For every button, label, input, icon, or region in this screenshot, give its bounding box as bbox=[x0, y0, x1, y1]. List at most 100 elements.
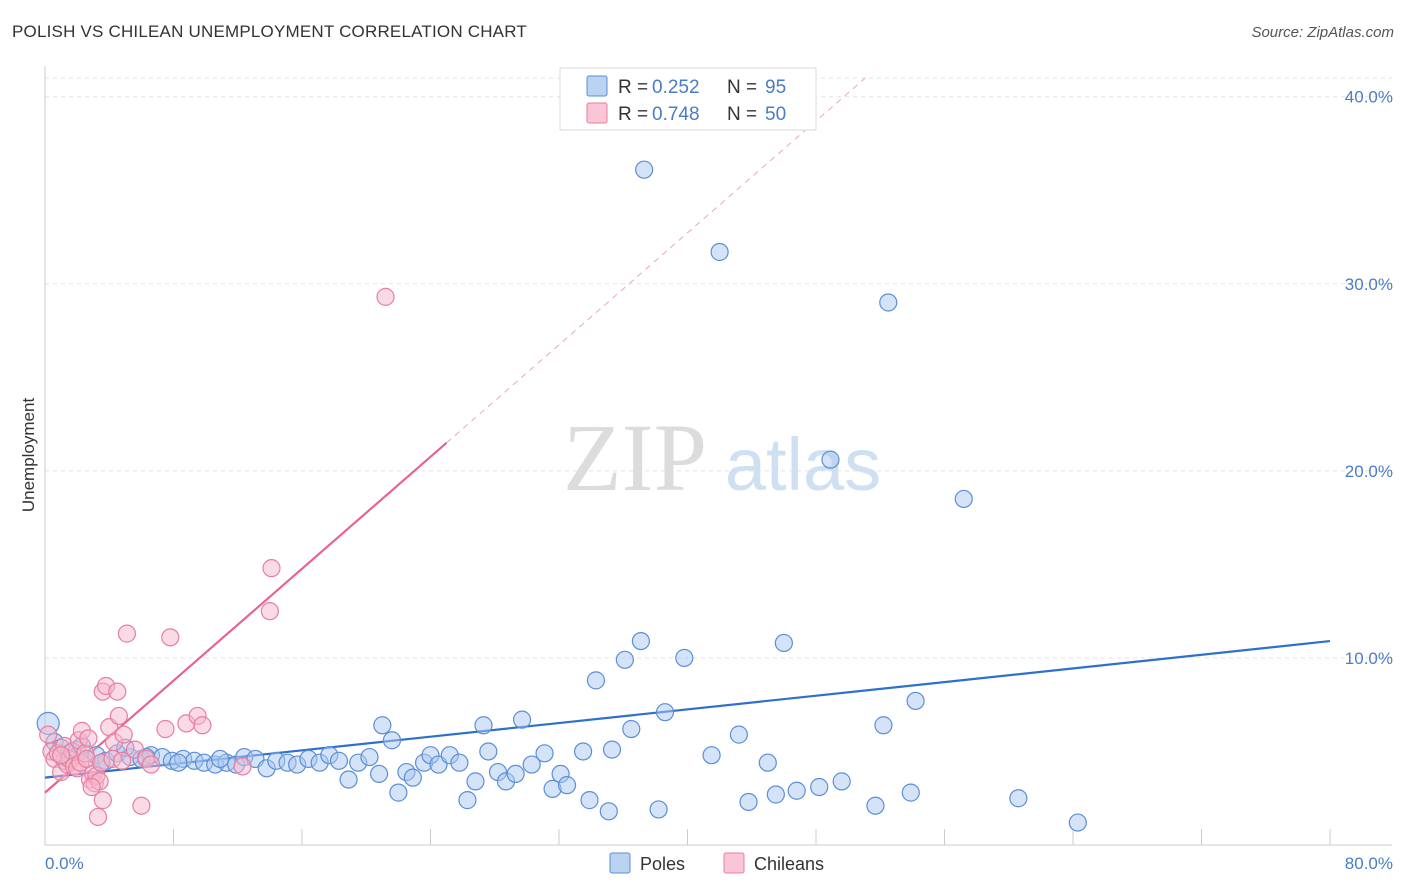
y-tick-labels: 10.0% 20.0% 30.0% 40.0% bbox=[1345, 88, 1393, 668]
poles-point bbox=[602, 740, 622, 759]
legend-n-label-chileans: N = bbox=[727, 104, 757, 125]
chileans-point bbox=[262, 559, 281, 578]
bottom-legend-swatch-chileans bbox=[723, 852, 745, 874]
legend-r-value-poles: 0.252 bbox=[652, 77, 700, 98]
poles-point bbox=[866, 796, 885, 815]
chileans-point bbox=[88, 807, 108, 827]
chileans-point bbox=[79, 729, 98, 748]
poles-point bbox=[466, 772, 485, 791]
poles-point bbox=[631, 631, 651, 651]
source-label: Source: ZipAtlas.com bbox=[1251, 24, 1394, 41]
poles-point bbox=[710, 242, 729, 262]
y-tick-label-0: 10.0% bbox=[1345, 649, 1393, 668]
poles-point bbox=[622, 719, 641, 739]
watermark-zip: ZIP bbox=[563, 404, 707, 511]
poles-point bbox=[586, 671, 606, 690]
bottom-legend: Poles Chileans bbox=[609, 852, 824, 874]
chileans-point bbox=[141, 755, 161, 774]
poles-point bbox=[615, 650, 634, 669]
poles-point bbox=[512, 710, 532, 729]
poles-point bbox=[787, 781, 806, 800]
poles-point bbox=[573, 742, 593, 761]
poles-point bbox=[557, 776, 577, 795]
poles-point bbox=[655, 703, 675, 722]
trend-extension-chileans bbox=[446, 77, 866, 444]
poles-point bbox=[832, 772, 851, 791]
chileans-point bbox=[376, 287, 395, 306]
chileans-point bbox=[132, 796, 151, 815]
chileans-point bbox=[161, 628, 180, 647]
chart-title: POLISH VS CHILEAN UNEMPLOYMENT CORRELATI… bbox=[12, 22, 527, 41]
poles-point bbox=[702, 746, 721, 765]
x-tick-labels: 0.0% 80.0% bbox=[45, 854, 1393, 873]
chileans-point bbox=[51, 746, 71, 765]
poles-point bbox=[729, 725, 749, 744]
chileans-point bbox=[93, 791, 112, 810]
poles-point bbox=[458, 791, 477, 810]
chileans-point bbox=[156, 719, 175, 739]
y-tick-label-2: 30.0% bbox=[1345, 275, 1393, 294]
poles-point bbox=[535, 744, 554, 763]
chileans-point bbox=[39, 725, 58, 744]
poles-point bbox=[766, 785, 785, 804]
chileans-point bbox=[114, 725, 133, 744]
chileans-point bbox=[82, 777, 101, 797]
poles-point bbox=[1009, 789, 1028, 808]
legend-r-label-chileans: R = bbox=[618, 104, 648, 125]
poles-point bbox=[169, 753, 188, 772]
chileans-point bbox=[112, 751, 132, 770]
bottom-legend-label-poles: Poles bbox=[640, 854, 685, 874]
legend-n-value-poles: 95 bbox=[765, 77, 786, 98]
chileans-point bbox=[108, 682, 127, 701]
poles-point bbox=[954, 489, 973, 509]
poles-point bbox=[906, 691, 925, 711]
watermark-atlas: atlas bbox=[725, 423, 881, 506]
poles-point bbox=[599, 802, 618, 821]
poles-point bbox=[635, 160, 654, 179]
poles-point bbox=[879, 293, 898, 312]
poles-point bbox=[739, 792, 758, 812]
legend-r-value-chileans: 0.748 bbox=[652, 104, 700, 125]
series-poles bbox=[36, 160, 1087, 832]
poles-point bbox=[522, 755, 541, 774]
poles-point bbox=[649, 800, 668, 819]
poles-point bbox=[382, 731, 402, 750]
poles-point bbox=[758, 753, 777, 772]
watermark: ZIP atlas bbox=[563, 404, 881, 511]
bottom-legend-label-chileans: Chileans bbox=[754, 854, 824, 874]
chileans-point bbox=[260, 602, 279, 621]
poles-point bbox=[874, 716, 893, 735]
poles-point bbox=[580, 791, 599, 810]
y-axis-label: Unemployment bbox=[19, 398, 38, 513]
poles-point bbox=[370, 764, 389, 784]
legend-swatch-chileans bbox=[586, 102, 608, 124]
poles-point bbox=[210, 749, 230, 769]
poles-point bbox=[339, 770, 358, 789]
bottom-legend-swatch-poles bbox=[609, 852, 631, 874]
chileans-point bbox=[117, 624, 137, 643]
chileans-point bbox=[233, 757, 252, 776]
chileans-point bbox=[193, 716, 212, 735]
legend-swatch-poles bbox=[586, 75, 608, 97]
poles-point bbox=[360, 747, 379, 767]
x-tick-label-1: 80.0% bbox=[1345, 854, 1393, 873]
gridlines bbox=[45, 77, 1392, 659]
legend-r-label-poles: R = bbox=[618, 77, 648, 98]
poles-point bbox=[901, 783, 920, 802]
legend: R = 0.252 N = 95 R = 0.748 N = 50 bbox=[559, 67, 817, 131]
poles-point bbox=[810, 777, 829, 797]
poles-point bbox=[329, 751, 349, 770]
poles-point bbox=[479, 742, 498, 761]
poles-point bbox=[675, 648, 694, 668]
poles-point bbox=[450, 753, 469, 772]
x-tick-label-0: 0.0% bbox=[45, 854, 84, 873]
chileans-point bbox=[109, 706, 128, 726]
poles-point bbox=[1068, 813, 1087, 832]
poles-point bbox=[373, 716, 392, 735]
poles-point bbox=[506, 764, 525, 784]
poles-point bbox=[403, 768, 422, 787]
axes bbox=[44, 66, 1392, 846]
poles-point bbox=[389, 783, 408, 802]
series-chileans bbox=[39, 287, 395, 827]
poles-point bbox=[774, 633, 793, 653]
